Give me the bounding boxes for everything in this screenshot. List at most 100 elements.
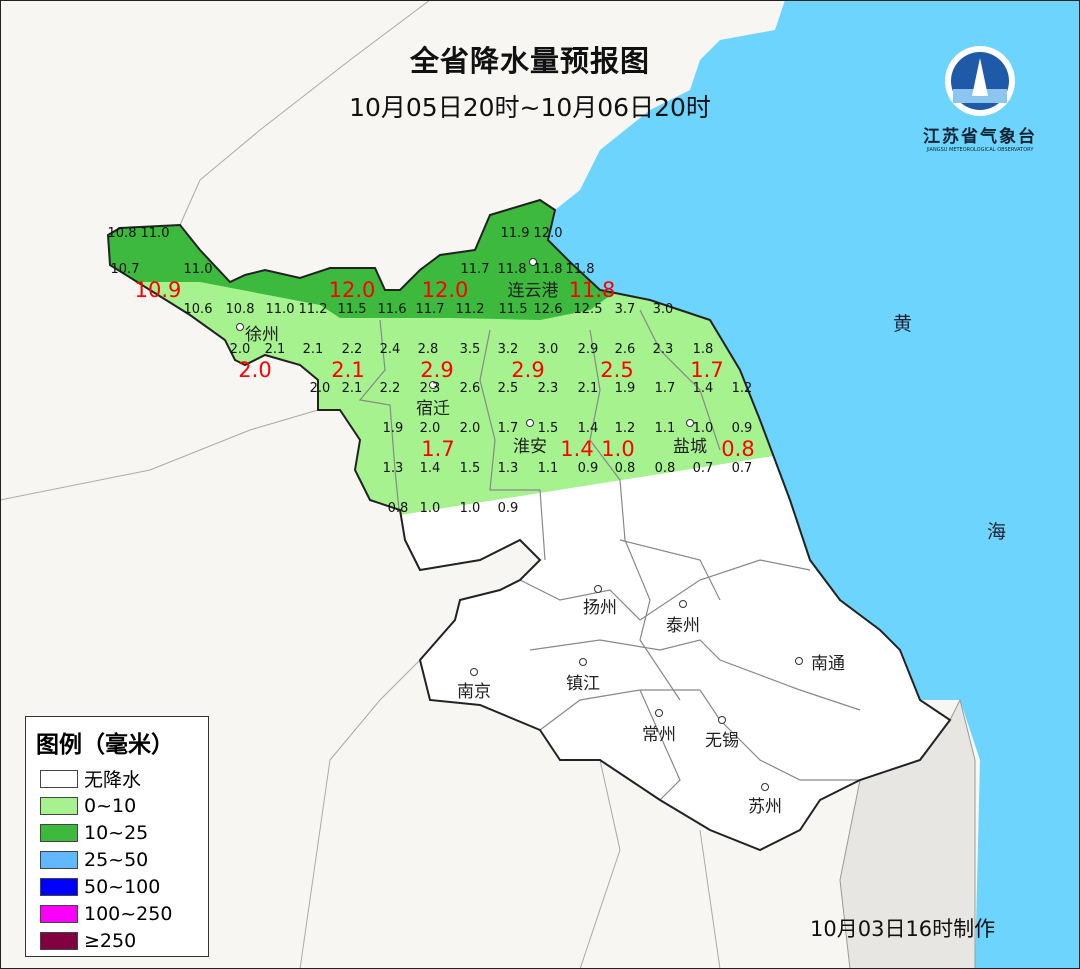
grid-value: 0.7: [732, 461, 753, 476]
city-dot: [470, 668, 478, 676]
grid-value: 2.0: [420, 421, 441, 436]
province-outline: [106, 198, 952, 852]
legend: 图例（毫米） 无降水 0~10 10~25 25~50 50~100 100~250 ≥25…: [25, 716, 209, 957]
grid-value: 11.5: [499, 302, 528, 317]
city-label: 扬州: [583, 598, 617, 618]
observatory-emblem-icon: [945, 46, 1015, 116]
grid-value: 10.8: [108, 226, 137, 241]
grid-value: 2.9: [578, 342, 599, 357]
grid-value: 3.0: [653, 302, 674, 317]
legend-item: 100~250: [40, 900, 208, 927]
city-label: 连云港: [508, 281, 559, 301]
grid-value: 0.9: [498, 501, 519, 516]
grid-value: 2.1: [342, 381, 363, 396]
grid-value: 3.0: [538, 342, 559, 357]
legend-label: 无降水: [84, 769, 142, 791]
grid-value: 11.9: [501, 226, 530, 241]
grid-value: 11.0: [266, 302, 295, 317]
grid-value: 12.0: [534, 226, 563, 241]
grid-value: 11.5: [338, 302, 367, 317]
production-time: 10月03日16时制作: [810, 917, 996, 941]
city-dot: [718, 716, 726, 724]
sea-area: [548, 0, 1080, 969]
grid-value: 2.0: [310, 381, 331, 396]
grid-value: 1.0: [693, 421, 714, 436]
city-forecast-value: 1.0: [601, 437, 634, 461]
grid-value: 2.5: [498, 381, 519, 396]
legend-swatch: [40, 823, 78, 842]
grid-value: 1.1: [538, 461, 559, 476]
map-subtitle: 10月05日20时~10月06日20时: [349, 93, 711, 122]
legend-label: 25~50: [84, 848, 149, 871]
grid-value: 3.5: [460, 342, 481, 357]
grid-value: 1.4: [578, 421, 599, 436]
city-dot: [679, 600, 687, 608]
grid-value: 2.0: [460, 421, 481, 436]
city-dot: [761, 783, 769, 791]
legend-swatch: [40, 904, 78, 923]
legend-item: 0~10: [40, 792, 208, 819]
legend-label: 50~100: [84, 875, 161, 898]
city-forecast-value: 12.0: [329, 278, 376, 302]
city-borders: [358, 309, 861, 801]
grid-value: 1.7: [498, 421, 519, 436]
grid-value: 11.7: [416, 302, 445, 317]
grid-value: 1.5: [538, 421, 559, 436]
grid-value: 11.0: [184, 262, 213, 277]
city-forecast-value: 11.8: [569, 278, 616, 302]
grid-value: 3.2: [498, 342, 519, 357]
city-dot: [529, 258, 537, 266]
grid-value: 1.2: [732, 381, 753, 396]
city-dot: [236, 323, 244, 331]
city-dot: [429, 381, 437, 389]
grid-value: 1.0: [420, 501, 441, 516]
grid-value: 1.5: [460, 461, 481, 476]
grid-value: 11.2: [456, 302, 485, 317]
grid-value: 2.1: [265, 342, 286, 357]
city-forecast-value: 1.7: [421, 437, 454, 461]
grid-value: 11.0: [141, 226, 170, 241]
city-dot: [594, 585, 602, 593]
map-title: 全省降水量预报图: [409, 44, 650, 78]
legend-item: ≥250: [40, 927, 208, 954]
grid-value: 0.7: [693, 461, 714, 476]
sea-label-hai: 海: [987, 521, 1006, 543]
grid-value: 1.2: [615, 421, 636, 436]
neighbor-borders: [0, 0, 721, 969]
grid-value: 1.1: [655, 421, 676, 436]
legend-title: 图例（毫米）: [36, 732, 174, 758]
grid-value: 2.2: [380, 381, 401, 396]
logo-name: 江苏省气象台: [923, 127, 1037, 147]
legend-label: 0~10: [84, 794, 137, 817]
sea-label-huang: 黄: [893, 313, 912, 335]
city-forecast-value: 2.9: [511, 358, 544, 382]
city-label: 无锡: [705, 731, 739, 751]
legend-swatch: [40, 796, 78, 815]
grid-value: 2.2: [342, 342, 363, 357]
city-label: 苏州: [748, 797, 782, 817]
city-label: 泰州: [666, 616, 700, 636]
grid-value: 10.8: [226, 302, 255, 317]
grid-value: 2.6: [615, 342, 636, 357]
grid-value: 1.3: [498, 461, 519, 476]
grid-value: 0.8: [615, 461, 636, 476]
city-forecast-value: 2.5: [600, 358, 633, 382]
grid-value: 1.8: [693, 342, 714, 357]
grid-value: 2.0: [230, 342, 251, 357]
grid-value: 11.7: [461, 262, 490, 277]
legend-item: 无降水: [40, 765, 208, 792]
legend-swatch: [40, 931, 78, 950]
grid-value: 1.0: [460, 501, 481, 516]
grid-value: 1.9: [615, 381, 636, 396]
city-forecast-value: 2.0: [238, 358, 271, 382]
legend-swatch: [40, 850, 78, 869]
grid-value: 1.7: [655, 381, 676, 396]
grid-value: 11.6: [378, 302, 407, 317]
city-forecast-value: 10.9: [135, 278, 182, 302]
grid-value: 2.3: [538, 381, 559, 396]
city-label: 淮安: [513, 437, 547, 457]
grid-value: 2.6: [460, 381, 481, 396]
city-dot: [795, 657, 803, 665]
city-forecast-value: 2.1: [331, 358, 364, 382]
city-label: 常州: [642, 725, 676, 745]
